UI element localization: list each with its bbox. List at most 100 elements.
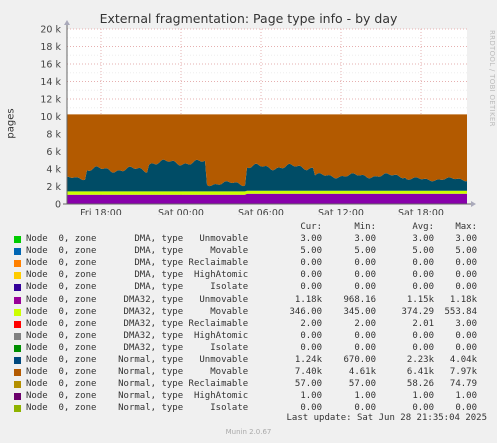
legend-series-name: Node 0, zone Normal, type Reclaimable [26, 379, 249, 390]
legend-value-max: 1.18k [449, 294, 477, 305]
y-tick-label: 12 k [40, 95, 61, 106]
legend-value-cur: 0.00 [300, 282, 322, 293]
x-tick-label: Sat 18:00 [398, 208, 444, 215]
legend-value-avg: 5.00 [412, 246, 434, 257]
legend-value-cur: 0.00 [300, 403, 322, 414]
area-series-3 [67, 114, 467, 187]
legend-value-avg: 0.00 [412, 342, 434, 353]
legend-value-avg: 6.41k [406, 367, 434, 378]
legend-value-max: 0.00 [455, 258, 477, 269]
legend-value-avg: 3.00 [412, 234, 434, 245]
legend-value-min: 0.00 [354, 282, 376, 293]
legend-row: Node 0, zone Normal, type Unmovable 1.24k… [14, 355, 489, 367]
y-tick-label: 0 [55, 200, 61, 211]
legend-value-min: 670.00 [343, 355, 376, 366]
legend-table: Cur: Min: Avg: Max: Node 0, zone DMA, ty… [14, 222, 489, 416]
stacked-areas [67, 114, 467, 204]
legend-value-max: 3.00 [455, 318, 477, 329]
legend-swatch [14, 393, 21, 401]
legend-value-cur: 57.00 [294, 379, 322, 390]
legend-value-avg: 374.29 [401, 306, 434, 317]
legend-value-min: 345.00 [343, 306, 376, 317]
last-update-text: Last update: Sat Jun 28 21:35:04 2025 [286, 413, 487, 423]
area-series-1 [67, 190, 467, 195]
area-series-0 [67, 193, 467, 204]
legend-swatch [14, 405, 21, 413]
legend-value-max: 553.84 [444, 306, 477, 317]
legend-row: Node 0, zone Normal, type Movable 7.40k 4.… [14, 367, 489, 379]
legend-series-name: Node 0, zone DMA, type Movable [26, 246, 249, 257]
legend-value-min: 968.16 [343, 294, 376, 305]
legend-swatch [14, 344, 21, 352]
legend-header-cur: Cur: [300, 222, 322, 232]
y-tick-label: 16 k [40, 60, 61, 71]
y-tick-label: 2 k [46, 182, 61, 193]
legend-swatch [14, 320, 21, 328]
legend-header-max: Max: [455, 222, 477, 232]
legend-row: Node 0, zone DMA, type Movable 5.00 5.00 5.… [14, 246, 489, 258]
legend-value-max: 5.00 [455, 246, 477, 257]
legend-row: Node 0, zone DMA32, type Movable 346.00 34… [14, 307, 489, 319]
legend-swatch [14, 308, 21, 316]
legend-value-min: 0.00 [354, 330, 376, 341]
legend-swatch [14, 248, 21, 256]
legend-series-name: Node 0, zone DMA32, type Movable [26, 306, 249, 317]
legend-series-name: Node 0, zone Normal, type Isolate [26, 403, 249, 414]
legend-swatch [14, 369, 21, 377]
legend-series-name: Node 0, zone Normal, type Unmovable [26, 355, 249, 366]
legend-series-name: Node 0, zone DMA, type Reclaimable [26, 258, 249, 269]
legend-value-cur: 0.00 [300, 270, 322, 281]
legend-value-max: 7.97k [449, 367, 477, 378]
y-tick-label: 8 k [46, 130, 61, 141]
legend-value-min: 0.00 [354, 258, 376, 269]
legend-value-cur: 0.00 [300, 330, 322, 341]
legend-row: Node 0, zone DMA32, type Isolate 0.00 0.00… [14, 343, 489, 355]
legend-header-row: Cur: Min: Avg: Max: [14, 222, 489, 234]
legend-value-avg: 58.26 [406, 379, 434, 390]
legend-row: Node 0, zone DMA, type Unmovable 3.00 3.00… [14, 234, 489, 246]
munin-version-footer: Munin 2.0.67 [225, 428, 272, 436]
legend-value-max: 3.00 [455, 234, 477, 245]
x-tick-label: Sat 06:00 [238, 208, 284, 215]
legend-value-min: 0.00 [354, 270, 376, 281]
legend-row: Node 0, zone DMA32, type HighAtomic 0.00 0… [14, 331, 489, 343]
y-tick-label: 4 k [46, 165, 61, 176]
legend-value-cur: 1.00 [300, 391, 322, 402]
x-tick-label: Sat 00:00 [158, 208, 204, 215]
y-tick-label: 20 k [40, 25, 61, 36]
legend-value-max: 4.04k [449, 355, 477, 366]
y-tick-label: 6 k [46, 147, 61, 158]
legend-value-avg: 0.00 [412, 270, 434, 281]
legend-series-name: Node 0, zone DMA32, type Unmovable [26, 294, 249, 305]
legend-value-min: 5.00 [354, 246, 376, 257]
legend-value-cur: 7.40k [294, 367, 322, 378]
legend-swatch [14, 332, 21, 340]
y-tick-label: 14 k [40, 77, 61, 88]
legend-value-cur: 0.00 [300, 342, 322, 353]
legend-swatch [14, 272, 21, 280]
y-axis-arrow-icon [64, 20, 70, 25]
legend-row: Node 0, zone DMA32, type Unmovable 1.18k 9… [14, 295, 489, 307]
legend-row: Node 0, zone Normal, type Reclaimable 57.… [14, 379, 489, 391]
chart-plot: 0 2 k 4 k 6 k 8 k 10 k 12 k 14 k 16 k 18 k 20 k Fr… [40, 20, 476, 215]
rrdtool-watermark: RRDTOOL / TOBI OETIKER [488, 30, 496, 127]
legend-value-cur: 346.00 [289, 306, 322, 317]
x-tick-label: Sat 12:00 [318, 208, 364, 215]
legend-row: Node 0, zone Normal, type Isolate 0.00 0.0… [14, 403, 489, 415]
legend-series-name: Node 0, zone Normal, type HighAtomic [26, 391, 249, 402]
x-axis-arrow-icon [471, 201, 476, 207]
legend-header-min: Min: [354, 222, 376, 232]
legend-series-name: Node 0, zone DMA32, type HighAtomic [26, 330, 249, 341]
y-tick-label: 18 k [40, 42, 61, 53]
legend-value-max: 0.00 [455, 282, 477, 293]
x-axis-ticks: Fri 18:00 Sat 00:00 Sat 06:00 Sat 12:00 Sat … [80, 208, 444, 215]
legend-value-avg: 0.00 [412, 258, 434, 269]
legend-value-avg: 1.00 [412, 391, 434, 402]
legend-header-avg: Avg: [412, 222, 434, 232]
legend-row: Node 0, zone DMA, type Reclaimable 0.00 0.… [14, 258, 489, 270]
chart-title: External fragmentation: Page type info -… [99, 11, 398, 26]
legend-swatch [14, 260, 21, 268]
legend-value-avg: 0.00 [412, 403, 434, 414]
legend-value-max: 0.00 [455, 403, 477, 414]
